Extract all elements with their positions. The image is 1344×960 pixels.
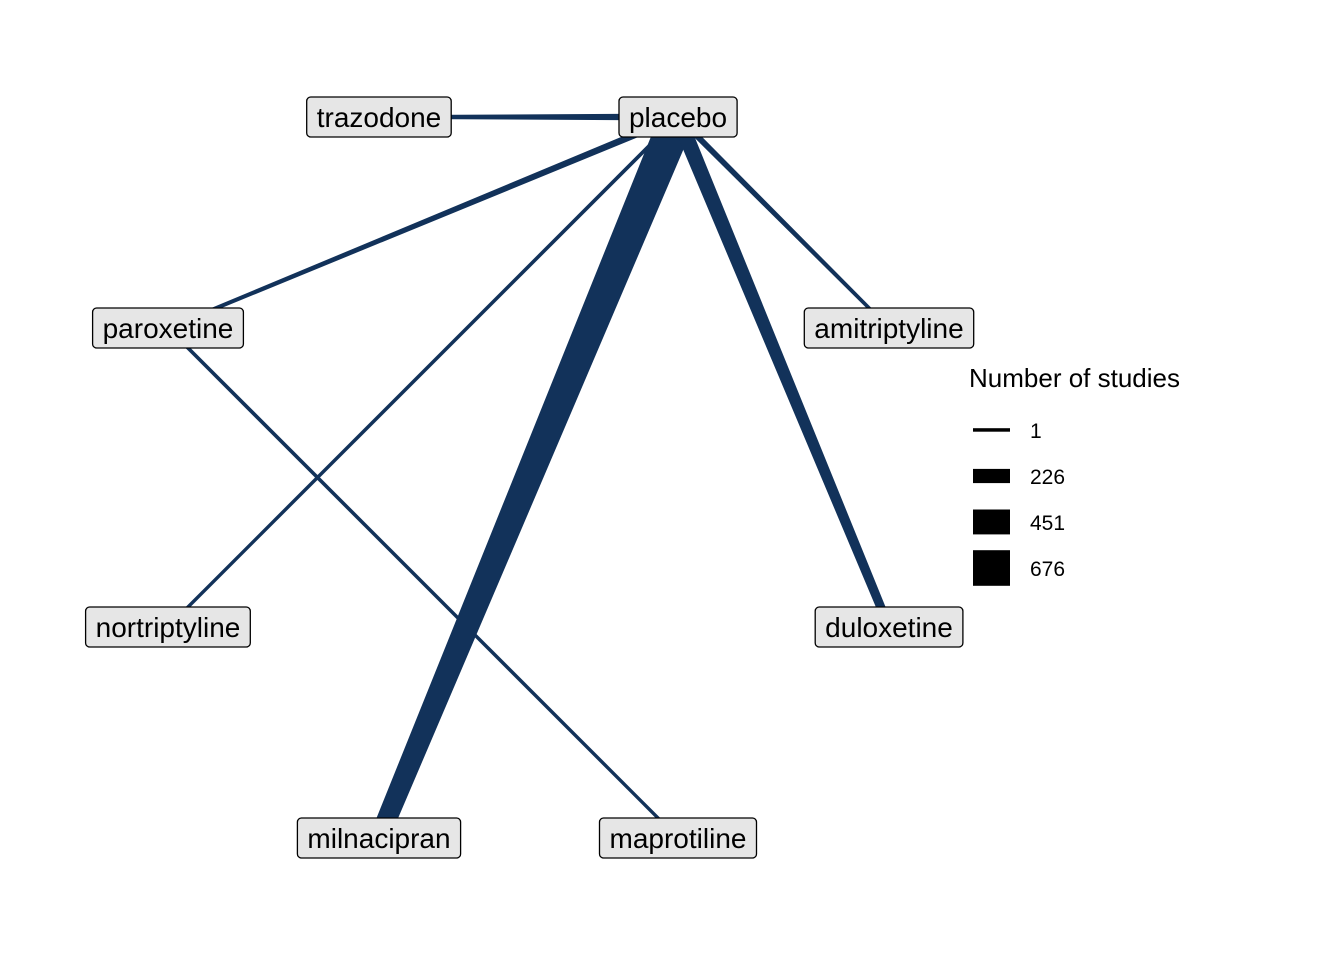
legend-item: 1 [973,420,1042,443]
edge-placebo-nortriptyline [166,115,680,629]
edges-layer [166,110,893,842]
edge-placebo-paroxetine [167,113,680,330]
node-trazodone: trazodone [306,96,452,138]
node-milnacipran: milnacipran [296,817,462,859]
node-box [803,307,975,349]
legend-label: 1 [1030,420,1042,443]
edge-placebo-trazodone [379,113,678,121]
edge-paroxetine-maprotiline [166,326,680,840]
node-duloxetine: duloxetine [814,606,964,648]
node-box [306,96,452,138]
legend-key [973,428,1010,432]
legend-key [973,509,1010,535]
legend-label: 676 [1030,558,1065,581]
edge-placebo-amitriptyline [675,114,891,330]
legend: Number of studies 1 226 451 676 [969,363,1180,586]
legend-label: 226 [1030,466,1065,489]
legend-title: Number of studies [969,363,1180,393]
legend-item: 226 [973,466,1065,489]
node-amitriptyline: amitriptyline [803,307,975,349]
node-label: placebo [629,102,727,133]
node-label: trazodone [317,102,442,133]
node-label: paroxetine [103,313,234,344]
node-label: amitriptyline [814,313,963,344]
node-box [84,606,251,648]
node-label: maprotiline [610,823,747,854]
nodes-layer: placebo trazodone paroxetine amitriptyline n… [84,96,975,859]
node-nortriptyline: nortriptyline [84,606,251,648]
edge-placebo-duloxetine [670,114,893,629]
edge-placebo-milnacipran [370,110,695,842]
node-maprotiline: maprotiline [598,817,758,859]
node-placebo: placebo [618,96,738,138]
legend-items: 1 226 451 676 [973,420,1065,586]
node-box [296,817,462,859]
node-label: duloxetine [825,612,953,643]
node-label: milnacipran [307,823,450,854]
node-paroxetine: paroxetine [91,307,245,349]
node-box [91,307,245,349]
legend-key [973,468,1010,484]
node-box [598,817,758,859]
node-label: nortriptyline [96,612,241,643]
legend-label: 451 [1030,512,1065,535]
node-box [814,606,964,648]
legend-item: 676 [973,550,1065,586]
node-box [618,96,738,138]
legend-item: 451 [973,509,1065,535]
legend-key [973,550,1010,586]
